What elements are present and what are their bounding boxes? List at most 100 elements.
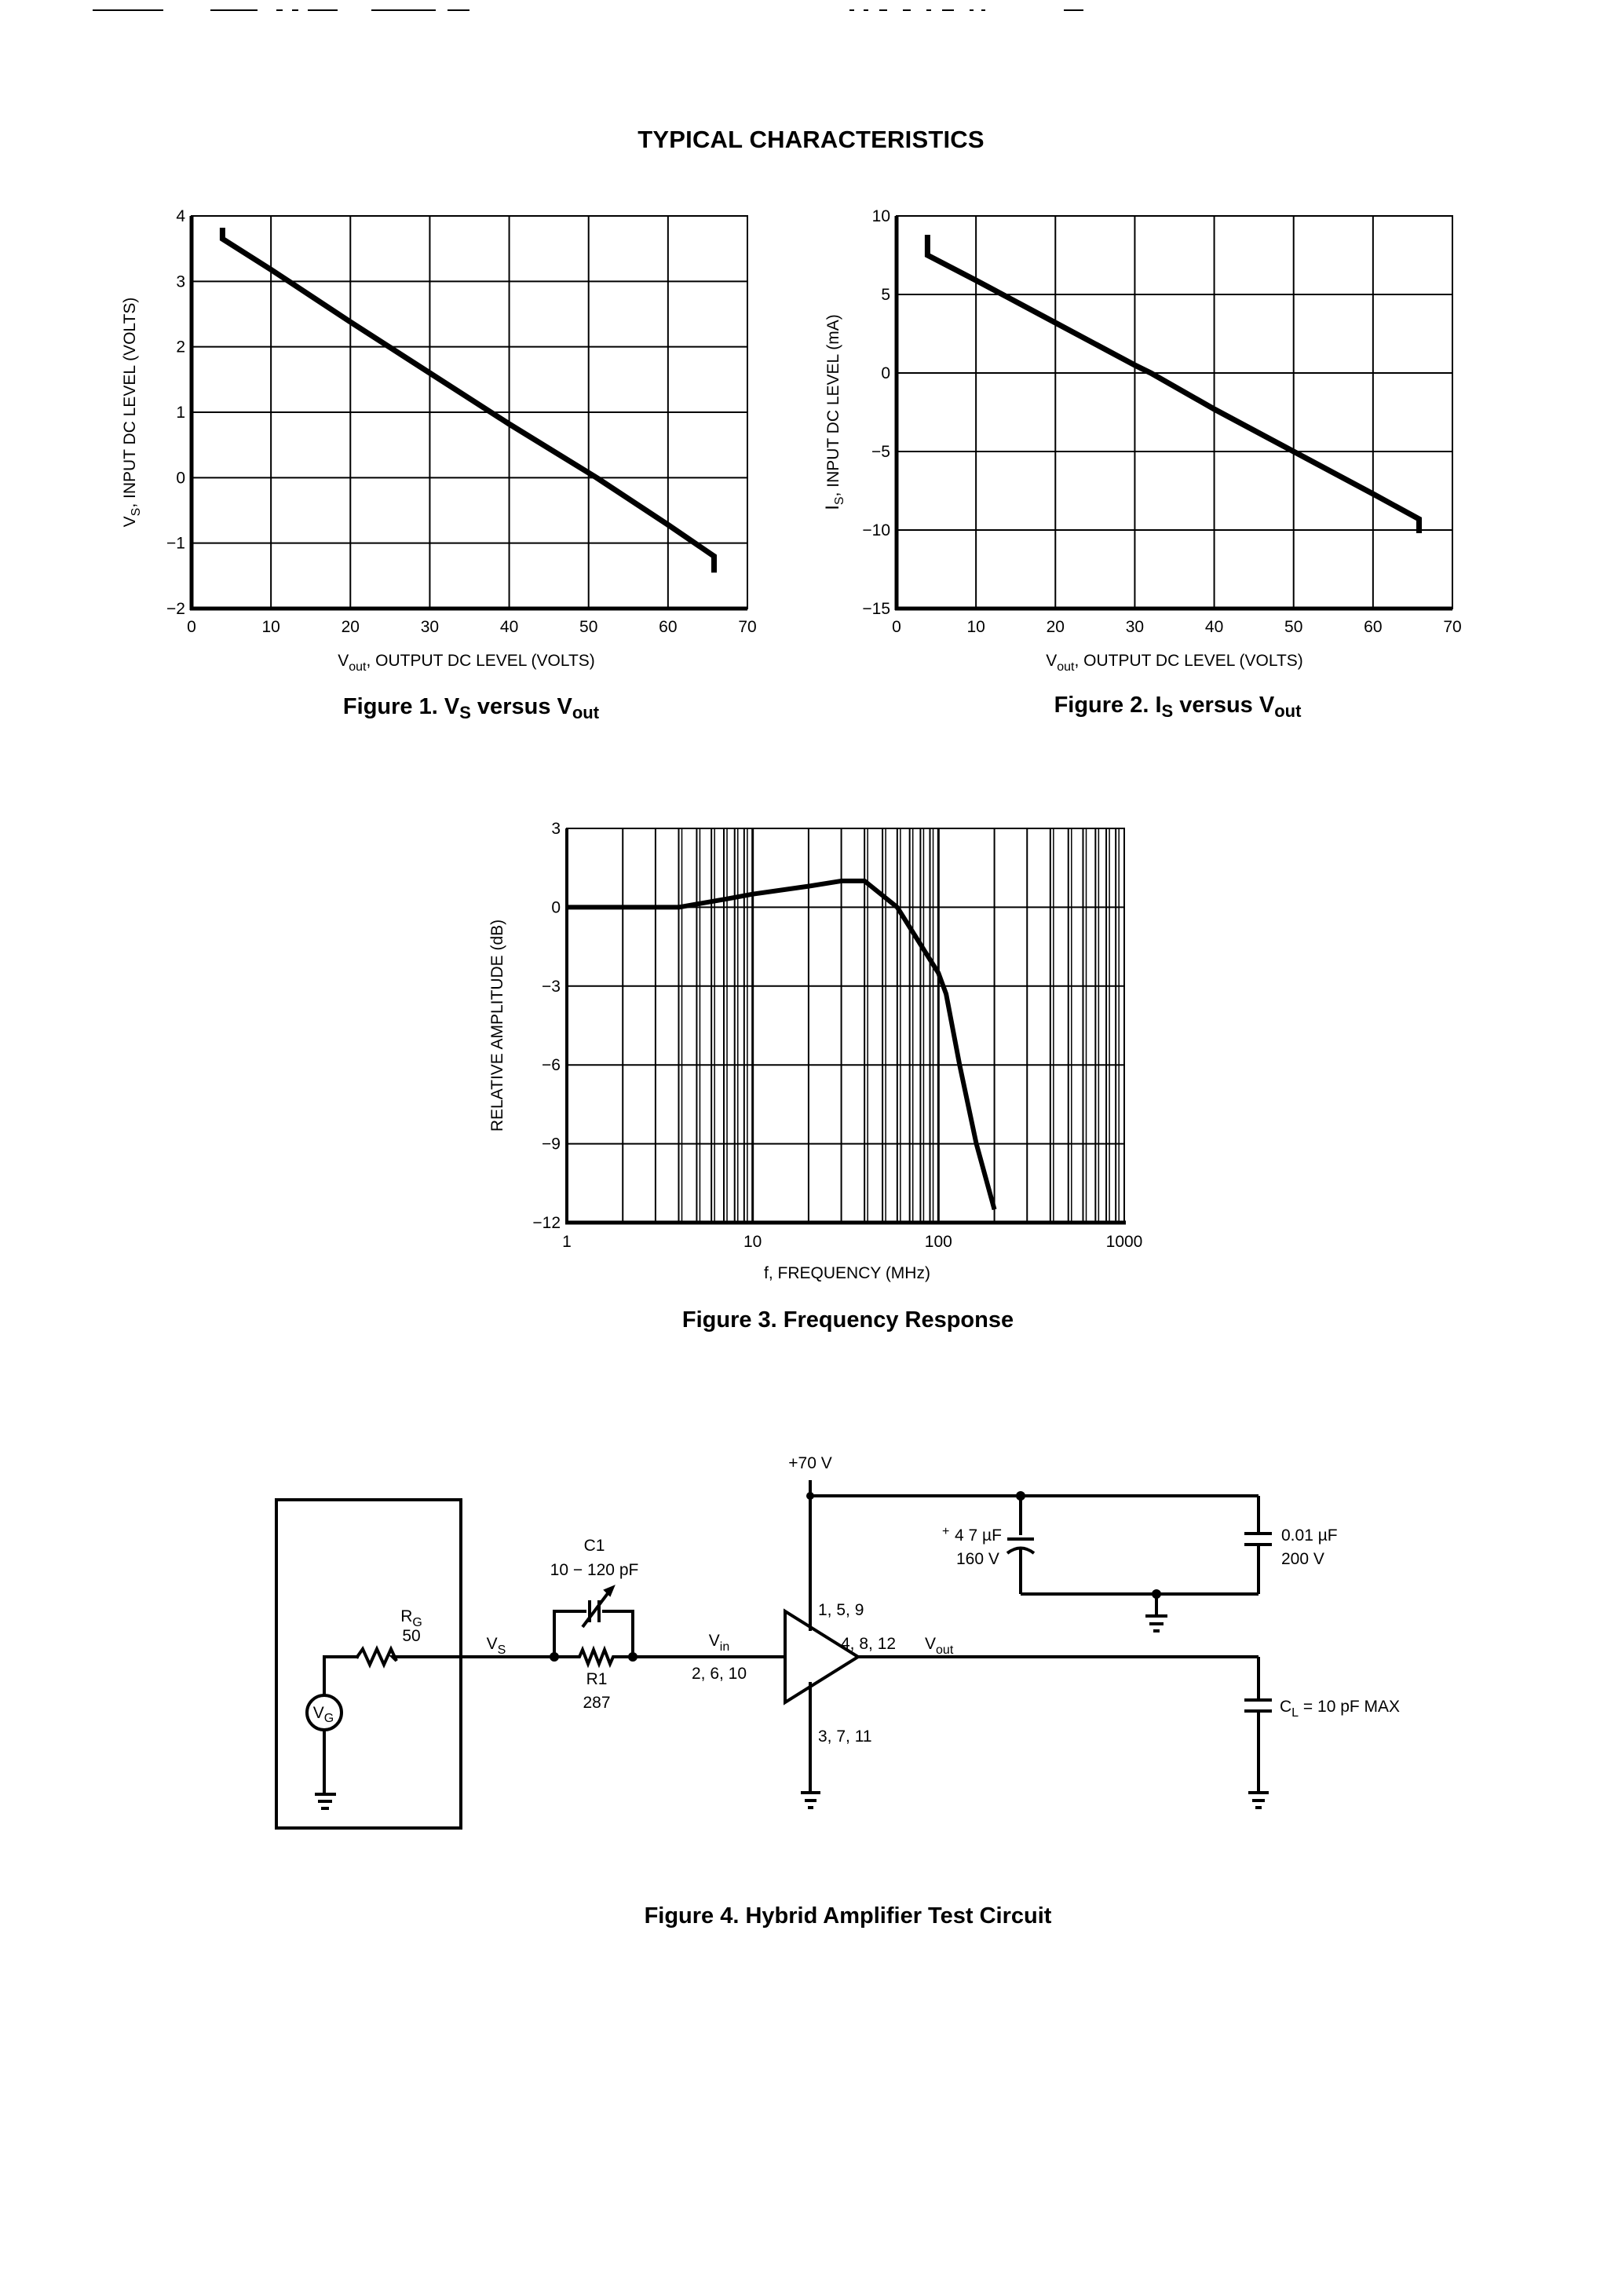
x-tick-label: 20 bbox=[1047, 618, 1065, 636]
x-tick-label: 30 bbox=[421, 618, 439, 636]
x-tick-label: 50 bbox=[579, 618, 597, 636]
rg-value: 50 bbox=[402, 1627, 420, 1645]
x-tick-label: 60 bbox=[1364, 618, 1382, 636]
page-title: TYPICAL CHARACTERISTICS bbox=[637, 126, 985, 153]
figure-3-grid bbox=[565, 828, 1124, 1223]
cap1-polarity-label: + bbox=[942, 1525, 949, 1538]
vg-label: VG bbox=[313, 1704, 334, 1725]
input-pins-label: 2, 6, 10 bbox=[692, 1665, 747, 1683]
y-tick-label: −2 bbox=[166, 600, 185, 618]
x-tick-label: 1 bbox=[562, 1233, 572, 1251]
figure-2-x-ticks: 0 10 20 30 40 50 60 70 bbox=[892, 618, 1462, 636]
y-tick-label: 0 bbox=[551, 898, 561, 916]
junction-node bbox=[1016, 1491, 1025, 1501]
x-tick-label: 40 bbox=[500, 618, 518, 636]
figure-3-x-axis-label: f, FREQUENCY (MHz) bbox=[764, 1264, 930, 1282]
x-tick-label: 50 bbox=[1284, 618, 1302, 636]
figure-2-series-line bbox=[924, 235, 1422, 533]
x-tick-label: 1000 bbox=[1106, 1233, 1143, 1251]
x-tick-label: 10 bbox=[966, 618, 985, 636]
resistor-rg-icon bbox=[355, 1645, 551, 1669]
y-tick-label: −5 bbox=[871, 443, 890, 461]
figure-1-y-ticks: 4 3 2 1 0 −1 −2 bbox=[166, 207, 185, 618]
figure-1-series-line bbox=[219, 228, 717, 573]
y-tick-label: −15 bbox=[862, 600, 890, 618]
junction-node bbox=[550, 1652, 559, 1662]
cl-label: CL = 10 pF MAX bbox=[1280, 1698, 1400, 1720]
c1-value: 10 − 120 pF bbox=[550, 1561, 639, 1579]
figure-2-x-axis-label: Vout, OUTPUT DC LEVEL (VOLTS) bbox=[1046, 652, 1303, 674]
amplifier-triangle-icon bbox=[784, 1608, 861, 1706]
y-tick-label: 10 bbox=[872, 207, 890, 225]
junction-node bbox=[628, 1652, 637, 1662]
y-tick-label: 3 bbox=[551, 820, 561, 838]
y-tick-label: −3 bbox=[542, 978, 561, 996]
x-tick-label: 70 bbox=[1443, 618, 1461, 636]
figure-1-x-ticks: 0 10 20 30 40 50 60 70 bbox=[187, 618, 757, 636]
rg-label: RG bbox=[400, 1607, 422, 1629]
variable-arrow-icon bbox=[581, 1588, 612, 1629]
cap2-voltage: 200 V bbox=[1281, 1550, 1324, 1568]
figure-2-caption: Figure 2. IS versus Vout bbox=[1054, 693, 1302, 721]
junction-node bbox=[1152, 1589, 1161, 1599]
resistor-r1-icon bbox=[554, 1645, 633, 1669]
y-tick-label: 5 bbox=[881, 286, 890, 304]
junction-node bbox=[806, 1492, 814, 1500]
c1-label: C1 bbox=[584, 1537, 605, 1555]
x-tick-label: 60 bbox=[659, 618, 677, 636]
x-tick-label: 30 bbox=[1126, 618, 1144, 636]
x-tick-label: 0 bbox=[187, 618, 196, 636]
figure-3-y-axis-label: RELATIVE AMPLITUDE (dB) bbox=[488, 919, 506, 1132]
x-tick-label: 10 bbox=[261, 618, 279, 636]
vs-label: VS bbox=[487, 1635, 506, 1657]
cap1-value: 4 7 µF bbox=[955, 1526, 1002, 1545]
y-tick-label: 0 bbox=[176, 469, 185, 487]
cap1-voltage: 160 V bbox=[956, 1550, 999, 1568]
y-tick-label: −12 bbox=[532, 1214, 561, 1232]
vin-label: Vin bbox=[709, 1632, 729, 1654]
y-tick-label: 2 bbox=[176, 338, 185, 356]
figure-2-y-axis-label: IS, INPUT DC LEVEL (mA) bbox=[822, 314, 846, 510]
supply-pins-label: 1, 5, 9 bbox=[818, 1601, 864, 1619]
y-tick-label: −10 bbox=[862, 521, 890, 539]
figure-1-caption: Figure 1. VS versus Vout bbox=[342, 694, 600, 722]
figure-3-x-ticks: 1 10 100 1000 bbox=[562, 1233, 1142, 1251]
figure-3-caption: Figure 3. Frequency Response bbox=[681, 1307, 1014, 1333]
figure-4-caption: Figure 4. Hybrid Amplifier Test Circuit bbox=[644, 1903, 1052, 1929]
x-tick-label: 0 bbox=[892, 618, 901, 636]
ground-icon-amplifier bbox=[801, 1791, 820, 1809]
figure-3-chart: 3 0 −3 −6 −9 −12 1 10 100 1000 f, FREQUENCY (MHz… bbox=[488, 820, 1142, 1282]
y-tick-label: 1 bbox=[176, 404, 185, 422]
cap2-value: 0.01 µF bbox=[1281, 1526, 1338, 1545]
header-scan-marks bbox=[93, 9, 1083, 11]
generator-enclosure bbox=[275, 1498, 462, 1830]
vout-label: Vout bbox=[925, 1635, 954, 1657]
y-tick-label: −6 bbox=[542, 1056, 561, 1074]
supply-voltage-label: +70 V bbox=[788, 1454, 831, 1472]
figure-3-series-line bbox=[567, 878, 997, 1211]
figure-4-circuit-diagram: +70 V RG 50 VG VS C1 10 − 120 pF R1 287 … bbox=[275, 1454, 1400, 1830]
figure-1-y-axis-label: VS, INPUT DC LEVEL (VOLTS) bbox=[121, 298, 143, 528]
y-tick-label: −9 bbox=[542, 1135, 561, 1153]
x-tick-label: 70 bbox=[738, 618, 756, 636]
output-pins-label: 4, 8, 12 bbox=[841, 1635, 896, 1653]
y-tick-label: 0 bbox=[881, 364, 890, 382]
figure-2-grid bbox=[896, 215, 1453, 609]
y-tick-label: 4 bbox=[176, 207, 185, 225]
y-tick-label: −1 bbox=[166, 535, 185, 553]
y-tick-label: 3 bbox=[176, 272, 185, 291]
figure-3-y-ticks: 3 0 −3 −6 −9 −12 bbox=[532, 820, 561, 1232]
figure-1-x-axis-label: Vout, OUTPUT DC LEVEL (VOLTS) bbox=[338, 652, 595, 674]
x-tick-label: 20 bbox=[342, 618, 360, 636]
x-tick-label: 100 bbox=[925, 1233, 952, 1251]
x-tick-label: 10 bbox=[743, 1233, 762, 1251]
r1-label: R1 bbox=[586, 1670, 608, 1688]
figure-2-y-ticks: 10 5 0 −5 −10 −15 bbox=[862, 207, 890, 618]
ground-icon-load bbox=[1248, 1791, 1269, 1809]
ground-icon-generator bbox=[315, 1793, 336, 1810]
r1-value: 287 bbox=[583, 1694, 610, 1712]
ground-pins-label: 3, 7, 11 bbox=[818, 1727, 872, 1746]
x-tick-label: 40 bbox=[1205, 618, 1223, 636]
